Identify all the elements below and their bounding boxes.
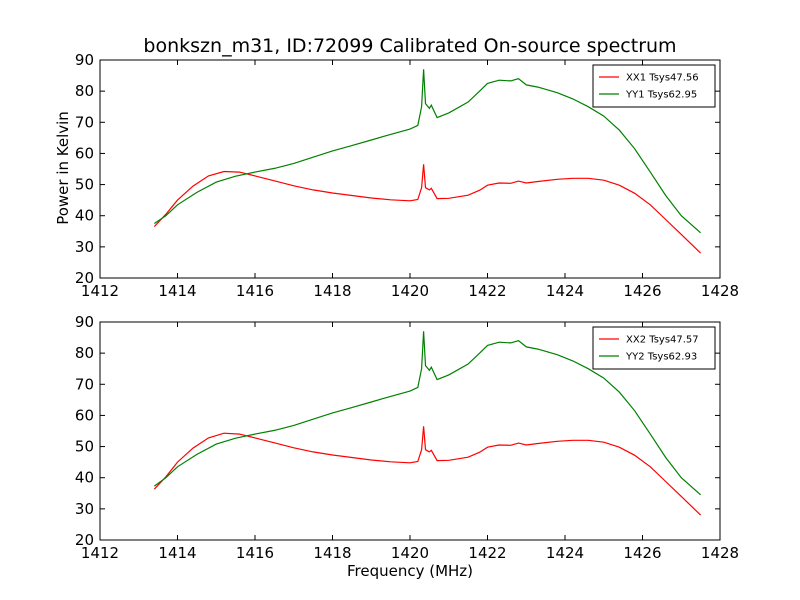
y-tick-label: 70 (75, 375, 94, 393)
legend-label: YY2 Tsys62.93 (625, 352, 697, 363)
series-line-yy2 (153, 331, 701, 496)
x-tick-label: 1424 (546, 282, 584, 300)
y-tick-label: 20 (75, 269, 94, 287)
legend-box (592, 326, 716, 370)
x-tick-label: 1426 (623, 544, 661, 562)
legend-label: YY1 Tsys62.95 (625, 90, 697, 101)
x-tick-label: 1422 (468, 544, 506, 562)
x-tick-label: 1412 (81, 544, 119, 562)
y-tick-label: 60 (75, 406, 94, 424)
y-tick-label: 60 (75, 144, 94, 162)
y-tick-label: 50 (75, 438, 94, 456)
x-tick-label: 1414 (158, 544, 196, 562)
legend: XX2 Tsys47.57 YY2 Tsys62.93 (592, 326, 716, 370)
y-tick-label: 30 (75, 238, 94, 256)
x-tick-label: 1414 (158, 282, 196, 300)
y-tick-label: 90 (75, 313, 94, 331)
chart-panel-1: 1412 1414 1416 1418 1420 1422 1424 1426 1428 20 30… (75, 51, 739, 300)
y-tick-label: 80 (75, 344, 94, 362)
x-tick-label: 1428 (701, 544, 739, 562)
x-tick-label: 1418 (313, 544, 351, 562)
y-axis-label: Power in Kelvin (54, 111, 72, 225)
legend-label: XX2 Tsys47.57 (626, 335, 699, 346)
y-tick-label: 30 (75, 500, 94, 518)
x-tick-label: 1418 (313, 282, 351, 300)
y-tick-label: 90 (75, 51, 94, 69)
chart-panel-2: 1412 1414 1416 1418 1420 1422 1424 1426 1428 20 30… (75, 313, 739, 562)
series-line-yy1 (153, 69, 701, 234)
x-tick-label: 1428 (701, 282, 739, 300)
legend: XX1 Tsys47.56 YY1 Tsys62.95 (592, 64, 716, 108)
x-tick-label: 1424 (546, 544, 584, 562)
x-axis-label: Frequency (MHz) (347, 562, 473, 580)
x-tick-label: 1426 (623, 282, 661, 300)
charts-container: 1412 1414 1416 1418 1420 1422 1424 1426 1428 20 30… (75, 51, 739, 562)
series-line-xx1 (153, 164, 702, 254)
figure-title: bonkszn_m31, ID:72099 Calibrated On-sour… (143, 35, 676, 57)
y-tick-label: 20 (75, 531, 94, 549)
legend-label: XX1 Tsys47.56 (626, 73, 699, 84)
x-tick-label: 1420 (391, 282, 429, 300)
x-tick-label: 1420 (391, 544, 429, 562)
y-tick-label: 70 (75, 113, 94, 131)
x-tick-label: 1412 (81, 282, 119, 300)
x-tick-label: 1416 (236, 544, 274, 562)
y-tick-label: 40 (75, 207, 94, 225)
y-tick-label: 80 (75, 82, 94, 100)
x-tick-label: 1416 (236, 282, 274, 300)
x-tick-label: 1422 (468, 282, 506, 300)
y-tick-label: 50 (75, 176, 94, 194)
y-tick-label: 40 (75, 469, 94, 487)
series-line-xx2 (153, 426, 702, 516)
legend-box (592, 64, 716, 108)
